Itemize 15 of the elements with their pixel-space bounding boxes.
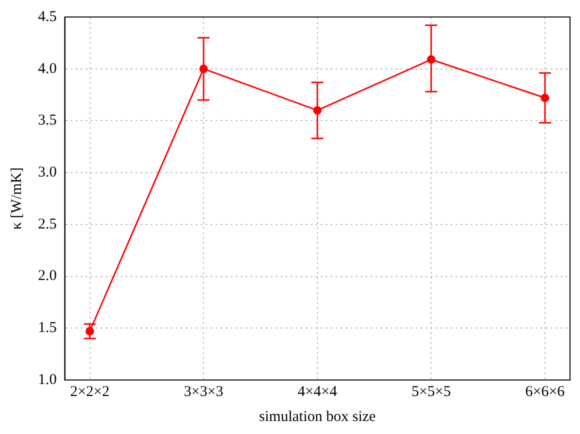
y-tick-label: 4.0 [38,60,57,77]
y-tick-label: 2.0 [38,268,57,284]
x-tick-label: 3×3×3 [184,384,224,400]
y-tick-label: 2.5 [38,216,57,232]
x-tick-label: 4×4×4 [298,384,338,400]
x-tick-label: 2×2×2 [70,384,110,400]
x-tick-label: 5×5×5 [411,384,451,400]
y-tick-label: 1.0 [38,372,57,388]
y-tick-label: 1.5 [38,320,57,336]
y-tick-label: 3.0 [38,164,57,181]
y-axis-title: κ [W/mK] [8,167,25,230]
x-tick-label: 6×6×6 [525,384,566,400]
y-tick-label: 4.5 [38,8,57,25]
x-axis-title: simulation box size [259,408,376,425]
y-tick-label: 3.5 [38,112,57,129]
